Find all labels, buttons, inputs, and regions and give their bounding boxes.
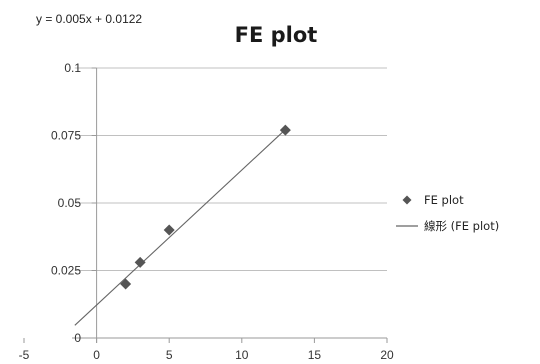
data-point-diamond (120, 278, 132, 290)
data-point-diamond (134, 256, 146, 268)
y-tick-label: 0.1 (64, 61, 81, 75)
trendline-equation: y = 0.005x + 0.0122 (36, 12, 142, 26)
data-points (120, 124, 291, 290)
gridlines (74, 67, 387, 271)
legend-trendline-label: 線形 (FE plot) (424, 219, 499, 233)
data-point-diamond (279, 124, 291, 136)
x-tick-label: 20 (380, 348, 394, 362)
x-tick-label: 15 (308, 348, 322, 362)
legend-marker-diamond (402, 195, 412, 205)
x-tick-label: 5 (166, 348, 173, 362)
y-tick-label: 0 (74, 331, 81, 345)
legend: FE plot 線形 (FE plot) (396, 193, 499, 233)
chart-title: FE plot (235, 23, 318, 47)
y-tick-label: 0.05 (58, 196, 82, 210)
y-tick-label: 0.075 (51, 129, 81, 143)
x-tick-label: -5 (19, 348, 30, 362)
legend-series-label: FE plot (424, 193, 464, 207)
tick-labels: 0 0.025 0.05 0.075 0.1 -5 0 5 10 15 20 (19, 61, 394, 362)
x-tick-label: 10 (235, 348, 249, 362)
axes (23, 67, 388, 343)
trendline-layer (74, 129, 286, 326)
x-tick-label: 0 (93, 348, 100, 362)
trendline (74, 129, 286, 326)
data-point-diamond (163, 224, 175, 236)
y-tick-label: 0.025 (51, 264, 81, 278)
